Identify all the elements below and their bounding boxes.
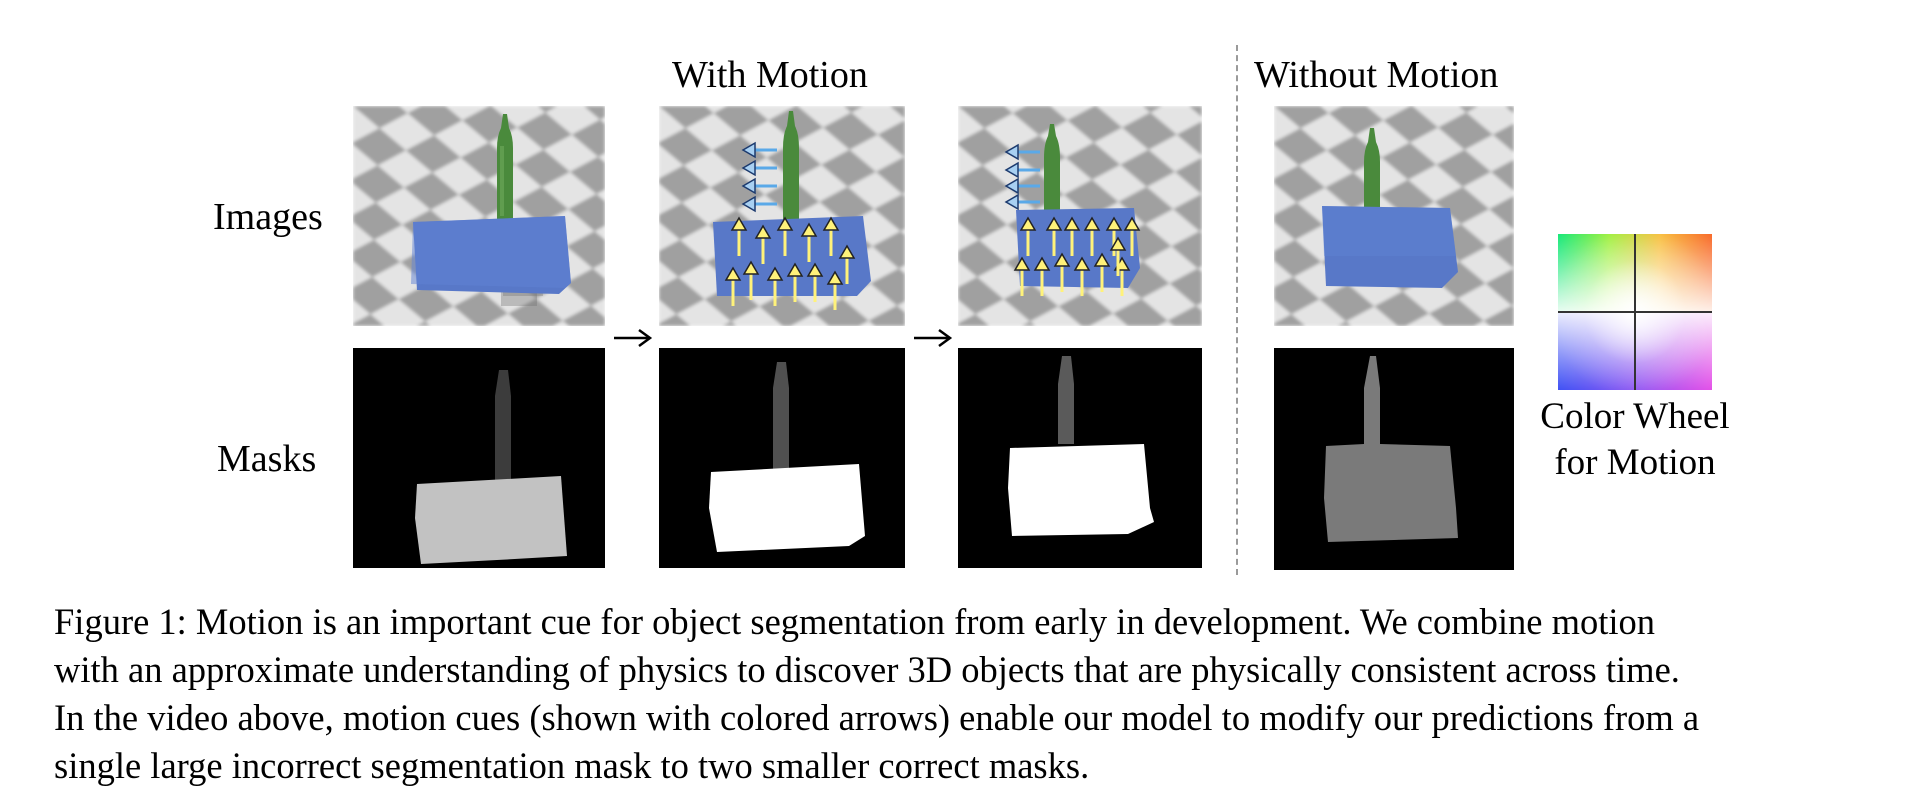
with-motion-header: With Motion (672, 54, 868, 96)
mask-panel-frame-3 (958, 348, 1202, 568)
mask-panel-frame-4 (1274, 348, 1514, 570)
image-panel-frame-3 (958, 106, 1202, 326)
segmentation-mask-icon (1274, 348, 1514, 570)
mask-panel-frame-2 (659, 348, 905, 568)
scene-image-icon (1274, 106, 1514, 326)
image-panel-frame-1 (353, 106, 605, 326)
color-wheel-label: Color Wheel for Motion (1512, 394, 1758, 486)
caption-line-3: In the video above, motion cues (shown w… (54, 697, 1700, 738)
caption-line-2: with an approximate understanding of phy… (54, 649, 1680, 690)
mask-panel-frame-1 (353, 348, 605, 568)
image-panel-frame-4 (1274, 106, 1514, 326)
right-arrow-icon (612, 326, 654, 355)
scene-image-icon (958, 106, 1202, 326)
segmentation-mask-icon (958, 348, 1202, 568)
color-wheel-icon (1558, 234, 1712, 390)
caption-line-4: single large incorrect segmentation mask… (54, 745, 1090, 786)
segmentation-mask-icon (659, 348, 905, 568)
without-motion-header: Without Motion (1254, 54, 1499, 96)
images-row-label: Images (213, 196, 323, 238)
right-arrow-icon (912, 326, 954, 355)
color-wheel-label-line1: Color Wheel (1540, 396, 1730, 437)
figure-caption: Figure 1: Motion is an important cue for… (54, 598, 1914, 790)
segmentation-mask-icon (353, 348, 605, 568)
masks-row-label: Masks (217, 438, 317, 480)
scene-image-icon (353, 106, 605, 326)
image-panel-frame-2 (659, 106, 905, 326)
section-divider (1236, 45, 1238, 575)
scene-image-icon (659, 106, 905, 326)
caption-line-1: Figure 1: Motion is an important cue for… (54, 601, 1656, 642)
color-wheel (1558, 234, 1712, 390)
color-wheel-label-line2: for Motion (1554, 442, 1716, 483)
